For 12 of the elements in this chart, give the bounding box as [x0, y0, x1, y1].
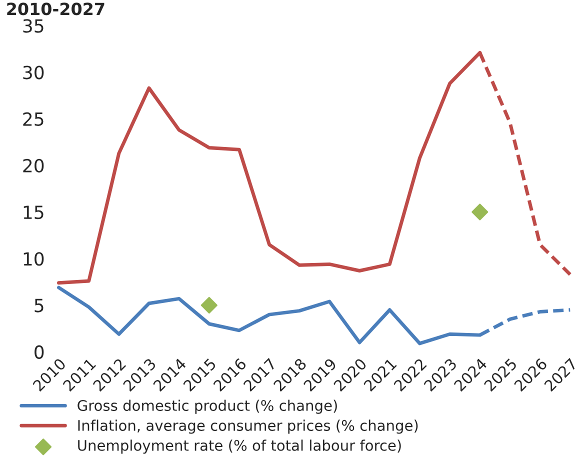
y-tick-label: 35 [23, 19, 44, 33]
y-tick-label: 0 [34, 345, 44, 359]
y-tick-label: 20 [23, 158, 44, 173]
y-tick-label: 30 [23, 66, 44, 80]
chart-title: 2010-2027 [7, 2, 104, 16]
y-tick-label: 15 [24, 206, 44, 220]
legend-label: Inflation, average consumer prices (% change) [78, 420, 418, 434]
y-tick-label: 5 [34, 298, 44, 312]
y-tick-label: 10 [24, 252, 44, 266]
legend-label: Gross domestic product (% change) [78, 400, 337, 414]
legend-label: Unemployment rate (% of total labour force) [78, 440, 401, 454]
y-tick-label: 25 [23, 112, 44, 126]
